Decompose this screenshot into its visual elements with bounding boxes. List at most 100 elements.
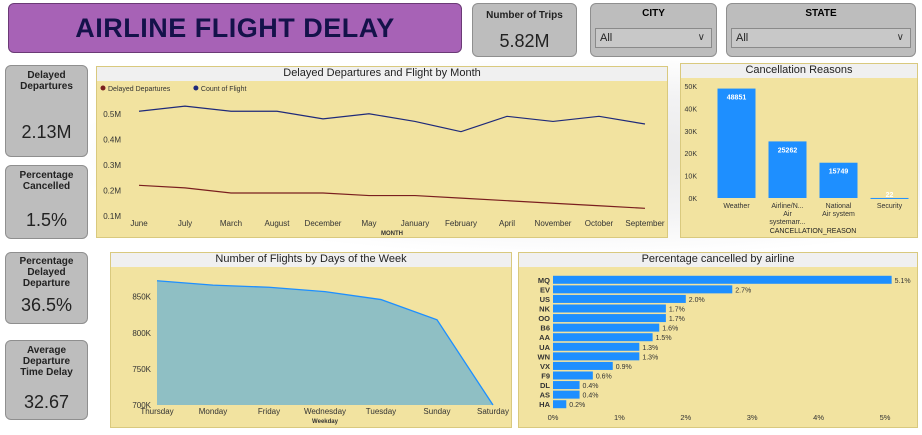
y-tick-label: 800K: [132, 329, 151, 338]
data-label: 5.1%: [895, 278, 911, 285]
x-tick-label: 4%: [813, 413, 824, 422]
delayed-departures-value: 2.13M: [21, 122, 72, 142]
x-tick-label: Tuesday: [366, 407, 396, 416]
data-label: 48851: [727, 95, 747, 102]
data-label: 0.4%: [583, 383, 599, 390]
cancellation-reasons-chart: 0K 10K 20K 30K 40K 50K 48851 Weather 25262 Airlin…: [685, 84, 909, 235]
state-slicer-label: STATE: [805, 8, 837, 19]
legend-marker: [193, 85, 199, 91]
cancellation-reasons-title: Cancellation Reasons: [681, 64, 917, 78]
data-label: 15749: [829, 169, 849, 176]
x-axis-label: Weekday: [312, 419, 339, 425]
city-slicer[interactable]: CITY All ∨: [590, 3, 717, 57]
x-tick-label: Wednesday: [304, 407, 346, 416]
airline-cancel-chart-title: Percentage cancelled by airline: [519, 253, 917, 267]
x-tick-label: July: [178, 219, 192, 228]
data-label: 2.0%: [689, 297, 705, 304]
trips-card: Number of Trips 5.82M: [472, 3, 577, 57]
y-tick-label: VX: [540, 362, 550, 371]
bar-1: [768, 141, 807, 198]
delayed-departures-card: Delayed Departures 2.13M: [5, 65, 88, 157]
y-tick-label: 750K: [132, 365, 151, 374]
x-tick-label: Weather: [723, 203, 750, 210]
chevron-down-icon[interactable]: ∨: [697, 32, 705, 43]
area-line: [156, 280, 494, 406]
airline-cancel-chart: MQ 5.1% EV 2.7% US 2.0% NK 1.7% OO 1.7% B6 1.6% AA 1.…: [538, 275, 911, 422]
x-tick-label: January: [401, 219, 429, 228]
percentage-cancelled-value: 1.5%: [25, 210, 68, 230]
y-tick-label: AA: [539, 333, 550, 342]
bar-EV: [553, 285, 733, 294]
chevron-down-icon[interactable]: ∨: [896, 32, 904, 43]
data-label: 0.9%: [616, 364, 632, 371]
y-tick-label: 0K: [688, 196, 697, 203]
series-line-delayed: [138, 184, 646, 209]
weekday-area-chart-title: Number of Flights by Days of the Week: [111, 253, 511, 267]
x-tick-label: 3%: [747, 413, 758, 422]
x-tick-label: National: [826, 203, 852, 210]
y-tick-label: 850K: [132, 293, 151, 302]
x-tick-label: 1%: [614, 413, 625, 422]
bar-DL: [553, 381, 580, 390]
x-tick-label: Air system: [822, 211, 855, 218]
monthly-line-chart: 0.1M 0.2M 0.3M 0.4M 0.5M June July March August D…: [100, 85, 665, 237]
bar-MQ: [553, 275, 892, 284]
data-label: 25262: [778, 147, 798, 154]
delayed-departures-label: Delayed Departures: [20, 70, 73, 92]
x-tick-label: 5%: [880, 413, 891, 422]
percentage-delayed-card: Percentage Delayed Departure 36.5%: [5, 252, 88, 324]
y-tick-label: B6: [540, 324, 550, 333]
y-tick-label: MQ: [538, 276, 550, 285]
y-tick-label: WN: [538, 352, 551, 361]
x-tick-label: August: [265, 219, 291, 228]
city-dropdown[interactable]: All ∨: [595, 28, 712, 48]
data-label: 1.6%: [662, 326, 678, 333]
bar-UA: [553, 342, 640, 351]
state-dropdown[interactable]: All ∨: [731, 28, 911, 48]
data-label: 22: [886, 192, 894, 199]
trips-label: Number of Trips: [486, 10, 563, 21]
cancellation-reasons-panel: Cancellation Reasons 0K 10K 20K 30K 40K 50K 48…: [680, 63, 918, 238]
bar-HA: [553, 400, 567, 409]
x-tick-label: February: [445, 219, 477, 228]
y-tick-label: HA: [539, 400, 550, 409]
x-tick-label: December: [305, 219, 342, 228]
percentage-cancelled-label: Percentage Cancelled: [19, 170, 74, 192]
x-tick-label: systemarr...: [769, 219, 805, 226]
y-tick-label: 20K: [685, 151, 698, 158]
data-label: 1.7%: [669, 307, 685, 314]
bar-2: [819, 162, 858, 198]
bar-AA: [553, 333, 653, 342]
avg-delay-card: Average Departure Time Delay 32.67: [5, 340, 88, 420]
x-tick-label: October: [585, 219, 614, 228]
y-tick-label: NK: [539, 305, 550, 314]
x-tick-label: March: [220, 219, 242, 228]
area-fill: [157, 280, 493, 405]
percentage-delayed-label: Percentage Delayed Departure: [19, 256, 74, 289]
x-tick-label: June: [130, 219, 148, 228]
y-tick-label: US: [540, 295, 550, 304]
y-tick-label: 0.3M: [103, 161, 121, 170]
x-tick-label: Airline/N...: [771, 203, 803, 210]
state-slicer[interactable]: STATE All ∨: [726, 3, 916, 57]
bar-NK: [553, 304, 666, 313]
x-tick-label: Thursday: [140, 407, 173, 416]
x-tick-label: 2%: [680, 413, 691, 422]
y-tick-label: DL: [540, 381, 550, 390]
x-tick-label: Security: [877, 203, 903, 210]
y-tick-label: UA: [539, 343, 550, 352]
x-tick-label: 0%: [548, 413, 559, 422]
x-tick-label: Air: [783, 211, 792, 218]
x-tick-label: Monday: [199, 407, 227, 416]
legend-label: Count of Flight: [201, 86, 247, 93]
x-tick-label: Sunday: [423, 407, 450, 416]
percentage-cancelled-card: Percentage Cancelled 1.5%: [5, 165, 88, 239]
x-tick-label: April: [499, 219, 515, 228]
y-tick-label: 0.4M: [103, 135, 121, 144]
bar-WN: [553, 352, 640, 361]
y-tick-label: OO: [538, 314, 550, 323]
monthly-line-chart-title: Delayed Departures and Flight by Month: [97, 67, 667, 81]
legend-label: Delayed Departures: [108, 86, 171, 93]
x-tick-label: November: [535, 219, 572, 228]
x-axis-label: MONTH: [381, 231, 403, 237]
